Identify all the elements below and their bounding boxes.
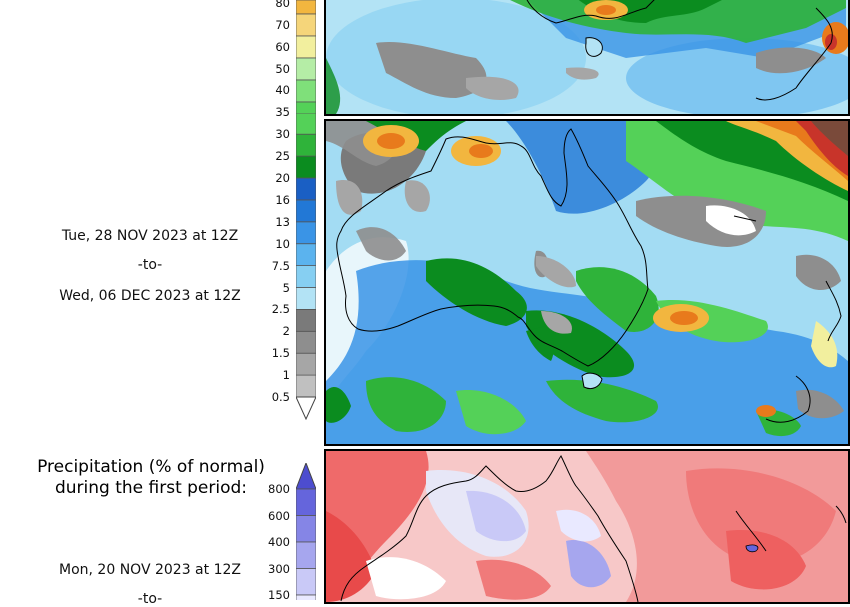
legend-swatch-16 [295,177,317,201]
legend-swatch-2 [295,308,317,332]
pct-swatch-300 [295,568,317,596]
scale-label-60: 60 [275,39,290,54]
scale-label-0.5: 0.5 [271,390,290,404]
scale-label-2.5: 2.5 [271,302,290,317]
scale-label-5: 5 [282,280,290,295]
scale-label-1.5: 1.5 [271,346,290,361]
scale-label-30: 30 [275,127,290,142]
precip-total-period-separator: -to- [137,257,163,273]
precip-total-period-start: Tue, 28 NOV 2023 at 12Z [61,228,239,244]
scale-label-1: 1 [282,368,290,383]
legend-swatch-1 [295,352,317,376]
legend-swatch-0.5 [295,374,317,398]
pct-swatch-400 [295,541,317,569]
map-panel-precip-percent [324,449,850,604]
precip-percent-legend-swatches [295,461,317,607]
legend-swatch-5 [295,265,317,288]
pct-swatch-600 [295,515,317,543]
precip-percent-period-separator: -to- [137,591,163,607]
precip-percent-period-start: Mon, 20 NOV 2023 at 12Z [59,562,241,578]
legend-swatch-2.5 [295,287,317,310]
precip-total-legend-swatches [295,111,317,421]
precip-percent-legend [295,461,317,607]
precip-percent-title-line1: Precipitation (% of normal) [37,457,265,477]
legend-swatch-7.5 [295,243,317,266]
scale-label-25: 25 [275,149,290,164]
scale-label-16: 16 [275,192,290,207]
precip-total-legend [295,111,317,421]
pct-label-400: 400 [268,535,290,549]
pct-swatch-150 [295,594,317,607]
scale-label-20: 20 [275,171,290,185]
legend-swatch-25 [295,133,317,157]
map-panel-top-cropped [324,0,850,116]
legend-swatch-20 [295,155,317,179]
legend-swatch-30 [295,111,317,135]
precip-total-period-end: Wed, 06 DEC 2023 at 12Z [59,288,241,304]
pct-swatch-800 [295,488,317,516]
pct-label-150: 150 [268,588,290,602]
scale-label-10: 10 [275,236,290,251]
pct-label-600: 600 [268,508,290,523]
scale-label-40: 40 [275,83,290,98]
scale-label-2: 2 [282,324,290,339]
scale-label-80: 80 [275,0,290,10]
pct-label-800: 800 [268,482,290,496]
legend-swatch-10 [295,221,317,245]
pct-label-300: 300 [268,561,290,576]
precip-percent-title-line2: during the first period: [54,478,248,498]
legend-bar-top-cropped [295,0,317,115]
scale-label-13: 13 [275,214,290,229]
scale-label-7.5: 7.5 [271,258,290,273]
legend-swatch-1.5 [295,330,317,354]
map-panel-precip-total [324,119,850,446]
scale-label-35: 35 [275,105,290,120]
scale-label-70: 70 [275,17,290,32]
legend-swatch-13 [295,199,317,223]
scale-label-50: 50 [275,61,290,76]
